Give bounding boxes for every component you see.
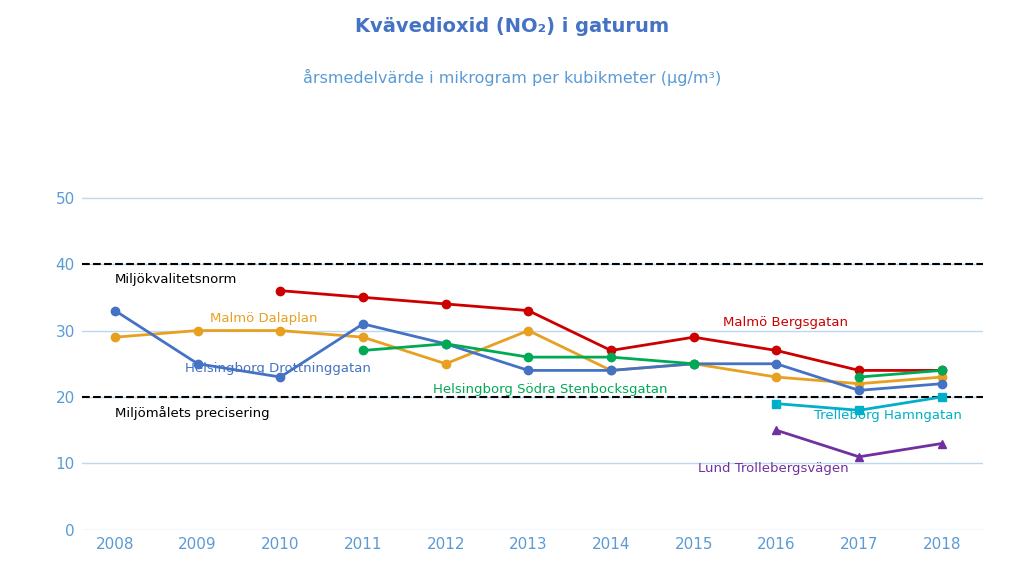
Text: Kvävedioxid (NO₂) i gaturum: Kvävedioxid (NO₂) i gaturum	[355, 17, 669, 36]
Text: Malmö Dalaplan: Malmö Dalaplan	[210, 312, 317, 325]
Text: Malmö Bergsgatan: Malmö Bergsgatan	[723, 316, 848, 329]
Text: Helsingborg Södra Stenbocksgatan: Helsingborg Södra Stenbocksgatan	[433, 382, 668, 396]
Text: Miljökvalitetsnorm: Miljökvalitetsnorm	[115, 272, 238, 286]
Text: Helsingborg Drottninggatan: Helsingborg Drottninggatan	[185, 362, 371, 375]
Text: Lund Trollebergsvägen: Lund Trollebergsvägen	[697, 461, 849, 475]
Text: Miljömålets precisering: Miljömålets precisering	[115, 406, 269, 419]
Text: årsmedelvärde i mikrogram per kubikmeter (µg/m³): årsmedelvärde i mikrogram per kubikmeter…	[303, 69, 721, 86]
Text: Trelleborg Hamngatan: Trelleborg Hamngatan	[813, 409, 962, 422]
